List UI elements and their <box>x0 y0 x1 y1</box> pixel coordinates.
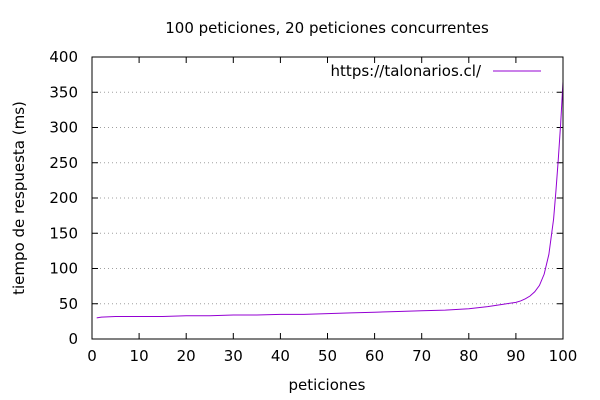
x-tick-labels: 0 10 20 30 40 50 60 70 80 90 100 <box>87 347 577 365</box>
x-tick-label: 90 <box>506 347 525 365</box>
plot-frame <box>91 56 564 340</box>
y-tick-label: 200 <box>49 189 78 207</box>
x-tick-label: 20 <box>177 347 196 365</box>
series-layer <box>96 81 564 319</box>
legend-label: https://talonarios.cl/ <box>331 62 482 80</box>
x-tick-label: 30 <box>224 347 243 365</box>
y-tick-label: 100 <box>49 260 78 278</box>
y-tick-label: 250 <box>49 154 78 172</box>
y-tick-label: 0 <box>68 330 78 348</box>
series-line <box>96 81 564 319</box>
grid-lines <box>92 91 563 305</box>
legend: https://talonarios.cl/ <box>331 62 541 80</box>
y-tick-label: 400 <box>49 48 78 66</box>
x-tick-label: 80 <box>459 347 478 365</box>
y-tick-label: 350 <box>49 83 78 101</box>
x-tick-label: 10 <box>130 347 149 365</box>
x-tick-label: 50 <box>318 347 337 365</box>
y-axis-label: tiempo de respuesta (ms) <box>10 101 28 295</box>
chart-title: 100 peticiones, 20 peticiones concurrent… <box>165 19 489 37</box>
x-tick-label: 100 <box>549 347 578 365</box>
y-tick-label: 150 <box>49 224 78 242</box>
y-tick-label: 50 <box>59 295 78 313</box>
x-tick-label: 40 <box>271 347 290 365</box>
x-axis-label: peticiones <box>289 376 366 394</box>
x-tick-label: 60 <box>365 347 384 365</box>
x-tick-label: 0 <box>87 347 97 365</box>
x-tick-label: 70 <box>412 347 431 365</box>
y-tick-labels: 0 50 100 150 200 250 300 350 400 <box>49 48 78 348</box>
y-tick-label: 300 <box>49 119 78 137</box>
